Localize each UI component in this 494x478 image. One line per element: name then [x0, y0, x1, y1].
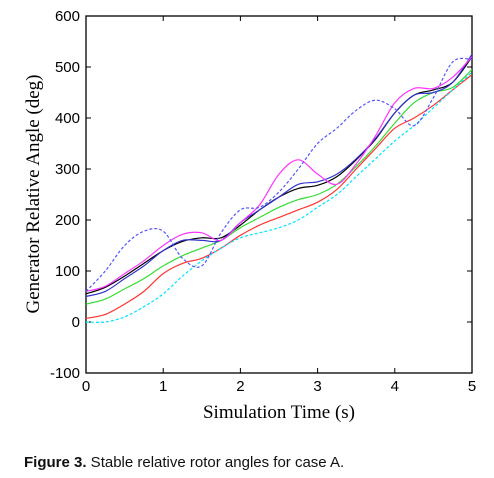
y-tick-label: -100: [50, 365, 80, 382]
series-line-3: [85, 69, 473, 305]
y-axis-title: Generator Relative Angle (deg): [23, 75, 44, 314]
x-tick-label: 2: [236, 378, 244, 395]
series-line-6: [85, 56, 473, 292]
y-tick-label: 100: [55, 263, 80, 280]
y-tick-label: 300: [55, 161, 80, 178]
x-tick-label: 1: [159, 378, 167, 395]
y-tick-label: 500: [55, 59, 80, 76]
series-line-1: [85, 74, 473, 319]
caption-text: Stable relative rotor angles for case A.: [86, 454, 345, 471]
series-line-7: [85, 57, 473, 292]
caption-label: Figure 3.: [24, 454, 87, 471]
y-tick-label: 200: [55, 212, 80, 229]
axis-ticks: [85, 15, 473, 374]
x-axis-title: Simulation Time (s): [203, 402, 355, 423]
y-tick-label: 400: [55, 110, 80, 127]
plot-frame: [85, 15, 473, 374]
y-tick-label: 600: [55, 8, 80, 25]
series-lines: [85, 53, 473, 323]
series-line-2: [85, 71, 473, 323]
series-line-5: [85, 53, 473, 298]
x-tick-label: 0: [82, 378, 90, 395]
x-tick-label: 4: [391, 378, 399, 395]
figure-caption: Figure 3. Stable relative rotor angles f…: [24, 454, 344, 471]
x-tick-label: 5: [468, 378, 476, 395]
x-tick-label: 3: [313, 378, 321, 395]
y-tick-label: 0: [72, 314, 80, 331]
